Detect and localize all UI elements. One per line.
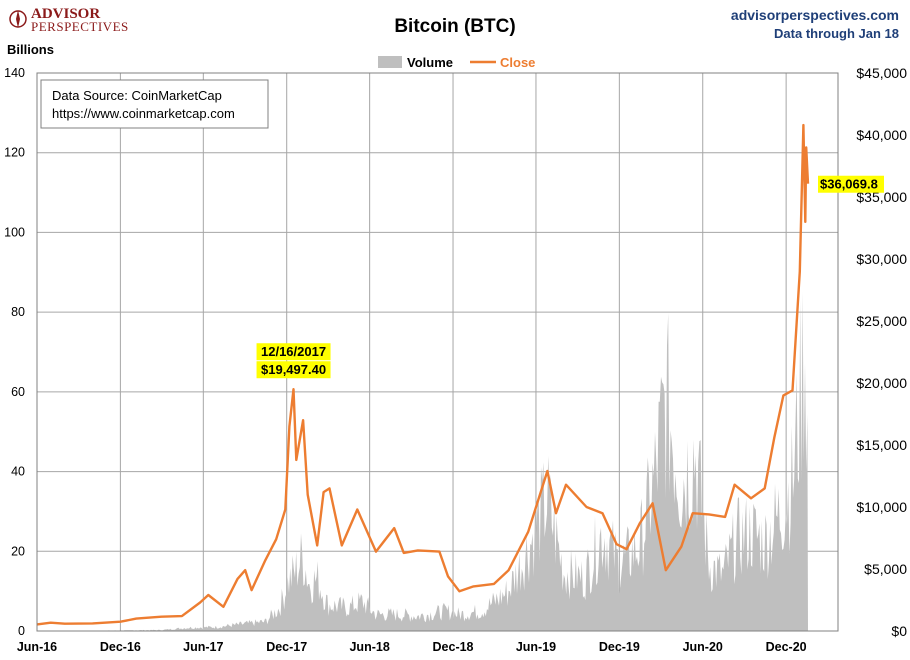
y-left-tick-label: 60 — [11, 385, 25, 399]
x-tick-label: Jun-18 — [349, 640, 389, 654]
data-source-line: Data Source: CoinMarketCap — [52, 88, 222, 103]
advisor-perspectives-logo: ADVISOR PERSPECTIVES — [9, 6, 129, 34]
peak-date-highlight — [256, 343, 331, 361]
y-right-tick-label: $30,000 — [856, 251, 907, 267]
logo-subtitle: PERSPECTIVES — [31, 19, 129, 34]
peak-annotation: 12/16/2017 $19,497.40 — [256, 343, 331, 379]
legend: Volume Close — [378, 55, 535, 70]
x-tick-label: Dec-18 — [433, 640, 474, 654]
y-right-tick-label: $40,000 — [856, 127, 907, 143]
x-tick-label: Jun-20 — [683, 640, 723, 654]
y-left-tick-label: 0 — [18, 624, 25, 638]
y-right-tick-label: $15,000 — [856, 437, 907, 453]
y-axis-left-label: Billions — [7, 42, 54, 57]
y-right-tick-label: $45,000 — [856, 65, 907, 81]
data-source-box: Data Source: CoinMarketCap https://www.c… — [40, 79, 269, 129]
legend-close-label: Close — [500, 55, 535, 70]
y-left-tick-label: 100 — [4, 225, 25, 239]
data-through-label: Data through Jan 18 — [774, 26, 899, 41]
last-value-annotation: $36,069.8 — [818, 175, 884, 193]
y-left-tick-label: 20 — [11, 544, 25, 558]
grid — [36, 72, 838, 632]
y-right-tick-label: $5,000 — [864, 561, 907, 577]
y-right-tick-label: $0 — [891, 623, 907, 639]
y-right-tick-label: $20,000 — [856, 375, 907, 391]
data-source-frame — [40, 79, 269, 129]
logo-needle-icon — [16, 10, 20, 28]
x-tick-label: Jun-16 — [17, 640, 57, 654]
legend-volume-label: Volume — [407, 55, 453, 70]
logo-name: ADVISOR — [31, 6, 100, 22]
data-source-url: https://www.coinmarketcap.com — [52, 106, 235, 121]
x-tick-label: Dec-19 — [599, 640, 640, 654]
x-tick-label: Jun-17 — [183, 640, 223, 654]
volume-area — [37, 291, 808, 631]
legend-volume-swatch — [378, 56, 402, 68]
x-axis: Jun-16 Dec-16 Jun-17 Dec-17 Jun-18 Dec-18 Jun-… — [17, 640, 807, 654]
y-axis-left: 0 20 40 60 80 100 120 140 — [4, 66, 25, 638]
y-axis-right: $0 $5,000 $10,000 $15,000 $20,000 $25,000 $30,… — [856, 65, 907, 639]
peak-value-label: $19,497.40 — [261, 362, 326, 377]
chart-title: Bitcoin (BTC) — [394, 16, 515, 37]
x-tick-label: Dec-16 — [100, 640, 141, 654]
y-left-tick-label: 140 — [4, 66, 25, 80]
close-series — [36, 123, 810, 626]
last-value-highlight — [818, 175, 884, 193]
peak-value-highlight — [256, 361, 331, 379]
close-line — [36, 123, 810, 626]
y-left-tick-label: 120 — [4, 146, 25, 160]
last-value-label: $36,069.8 — [820, 177, 878, 192]
y-left-tick-label: 80 — [11, 305, 25, 319]
x-tick-label: Jun-19 — [516, 640, 556, 654]
plot-frame — [36, 72, 839, 632]
x-tick-label: Dec-17 — [266, 640, 307, 654]
y-left-tick-label: 40 — [11, 465, 25, 479]
x-tick-label: Dec-20 — [766, 640, 807, 654]
peak-date-label: 12/16/2017 — [261, 344, 326, 359]
volume-series — [37, 291, 808, 631]
y-right-tick-label: $25,000 — [856, 313, 907, 329]
y-right-tick-label: $35,000 — [856, 189, 907, 205]
site-name: advisorperspectives.com — [731, 7, 899, 23]
y-right-tick-label: $10,000 — [856, 499, 907, 515]
